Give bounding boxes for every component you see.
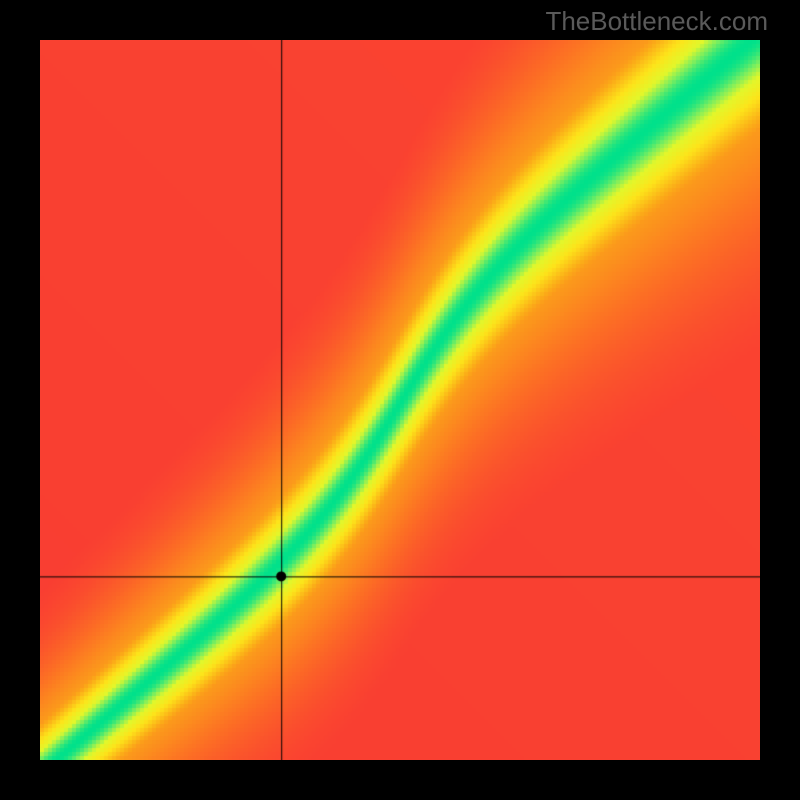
bottleneck-heatmap (40, 40, 760, 760)
watermark-text: TheBottleneck.com (545, 6, 768, 37)
chart-container: TheBottleneck.com (0, 0, 800, 800)
